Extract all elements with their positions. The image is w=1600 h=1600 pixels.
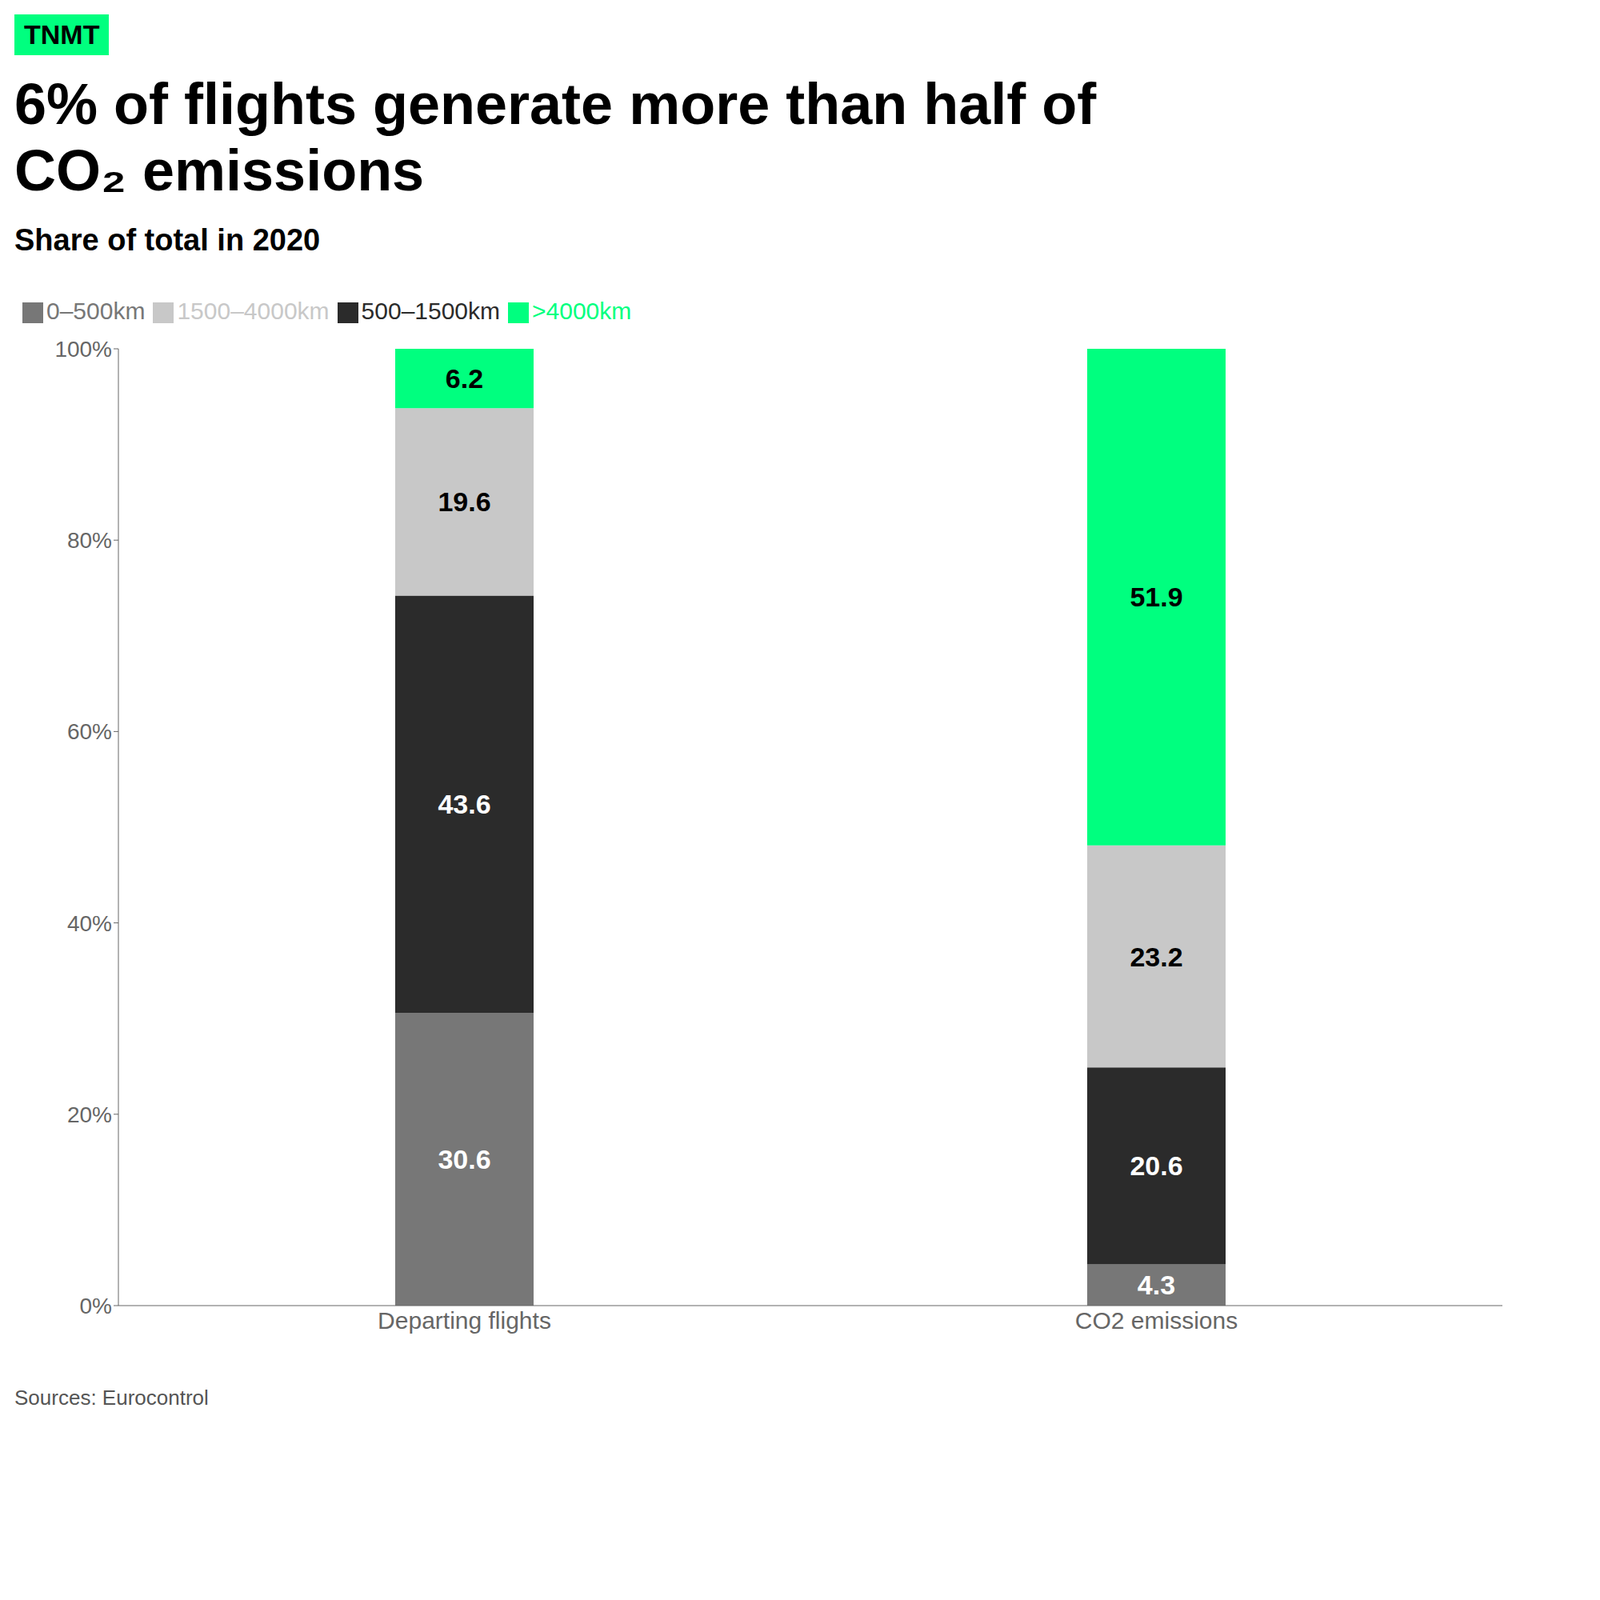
svg-text:4.3: 4.3 [1137, 1269, 1176, 1300]
html-text:Share of total in 2020: Share of total in 2020 [14, 222, 321, 257]
svg-text:43.6: 43.6 [437, 788, 491, 820]
html-text:1500–4000km: 1500–4000km [177, 297, 330, 324]
svg-text:60%: 60% [67, 719, 112, 744]
html-text:6% of flights generate more th: 6% of flights generate more than half of… [14, 72, 1097, 203]
html-text:Sources: Eurocontrol: Sources: Eurocontrol [14, 1385, 209, 1410]
svg-text:6.2: 6.2 [445, 363, 484, 394]
svg-text:20%: 20% [67, 1101, 112, 1127]
svg-text:CO2 emissions: CO2 emissions [1075, 1307, 1238, 1334]
svg-text:19.6: 19.6 [437, 486, 491, 517]
html-text:0–500km: 0–500km [46, 297, 146, 324]
svg-text:80%: 80% [67, 528, 112, 553]
svg-text:51.9: 51.9 [1129, 581, 1183, 612]
svg-text:100%: 100% [54, 336, 112, 362]
html-text:TNMT: TNMT [24, 19, 100, 50]
svg-text:30.6: 30.6 [437, 1144, 491, 1175]
svg-text:20.6: 20.6 [1129, 1150, 1183, 1181]
svg-text:40%: 40% [67, 910, 112, 936]
svg-text:Departing flights: Departing flights [377, 1307, 552, 1334]
svg-text:0%: 0% [80, 1293, 112, 1319]
html-text:>4000km: >4000km [532, 297, 632, 324]
svg-text:23.2: 23.2 [1129, 940, 1183, 972]
html-text:500–1500km: 500–1500km [361, 297, 500, 324]
